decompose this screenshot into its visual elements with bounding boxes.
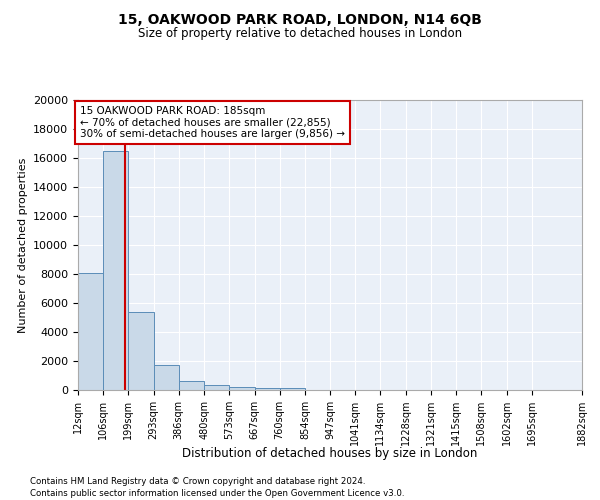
Bar [179, 380, 204, 390]
Bar [78, 272, 103, 390]
Bar [103, 151, 128, 390]
Bar [229, 388, 254, 390]
Text: Contains HM Land Registry data © Crown copyright and database right 2024.: Contains HM Land Registry data © Crown c… [30, 478, 365, 486]
Bar [254, 388, 280, 390]
Bar [128, 312, 154, 390]
Y-axis label: Number of detached properties: Number of detached properties [17, 158, 28, 332]
Text: Distribution of detached houses by size in London: Distribution of detached houses by size … [182, 448, 478, 460]
Bar [154, 364, 179, 390]
Bar [280, 388, 305, 390]
Bar [204, 385, 229, 390]
Text: 15, OAKWOOD PARK ROAD, LONDON, N14 6QB: 15, OAKWOOD PARK ROAD, LONDON, N14 6QB [118, 12, 482, 26]
Text: 15 OAKWOOD PARK ROAD: 185sqm
← 70% of detached houses are smaller (22,855)
30% o: 15 OAKWOOD PARK ROAD: 185sqm ← 70% of de… [80, 106, 345, 139]
Text: Contains public sector information licensed under the Open Government Licence v3: Contains public sector information licen… [30, 489, 404, 498]
Text: Size of property relative to detached houses in London: Size of property relative to detached ho… [138, 28, 462, 40]
